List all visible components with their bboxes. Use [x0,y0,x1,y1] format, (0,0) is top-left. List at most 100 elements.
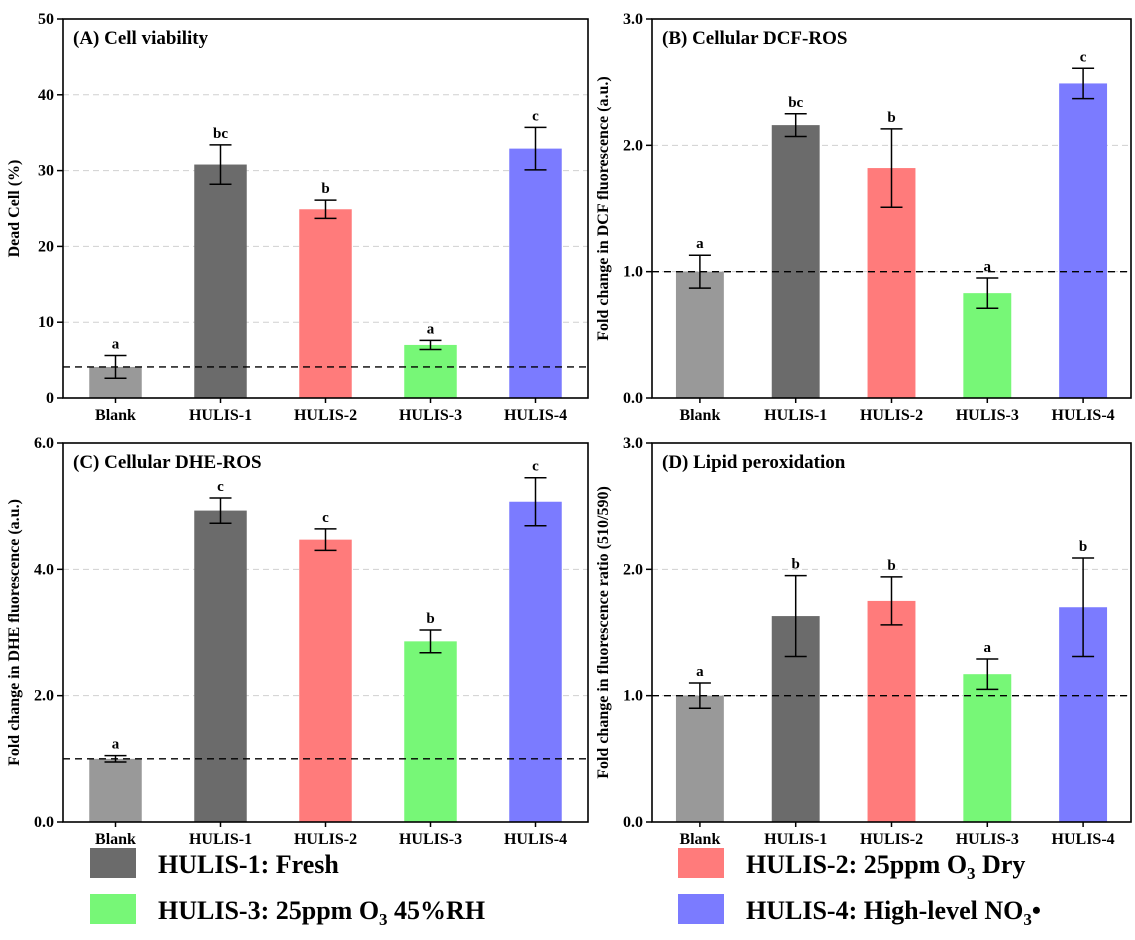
plot-frame [62,442,589,823]
x-tick-label: HULIS-2 [860,831,923,848]
legend-swatch [90,894,136,924]
y-tick-label: 0 [46,390,54,407]
significance-label: b [321,181,329,197]
x-tick-label: Blank [95,831,136,848]
bar-blank [675,695,724,822]
legend-label: HULIS-4: High-level NO3• [746,896,1041,929]
significance-label: c [532,108,539,124]
bar-hulis-2 [299,539,352,822]
x-tick-label: Blank [679,407,720,424]
panel-title: (D) Lipid peroxidation [662,452,846,473]
plot-frame [651,18,1132,399]
significance-label: b [887,110,895,126]
bar-hulis-3 [963,293,1012,398]
legend-label: HULIS-3: 25ppm O3 45%RH [158,896,485,929]
legend-swatch [90,848,136,878]
y-tick-label: 2.0 [623,561,643,578]
x-tick-label: HULIS-3 [399,407,462,424]
x-tick-label: HULIS-2 [294,831,357,848]
y-axis-label: Dead Cell (%) [6,160,23,258]
x-tick-label: HULIS-4 [1052,831,1115,848]
significance-label: bc [788,95,803,111]
x-tick-label: HULIS-3 [956,831,1019,848]
panel-title: (C) Cellular DHE-ROS [73,452,262,473]
x-tick-label: HULIS-2 [860,407,923,424]
bar-hulis-2 [867,600,916,822]
y-axis-label: Fold change in fluorescence ratio (510/5… [595,486,612,779]
x-tick-label: HULIS-4 [504,831,567,848]
bar-hulis-1 [194,510,247,822]
y-tick-label: 50 [38,11,54,28]
significance-label: c [1080,49,1087,65]
bar-blank [675,271,724,398]
y-tick-label: 2.0 [34,688,54,705]
significance-label: a [112,337,120,353]
bar-hulis-1 [194,164,247,398]
legend-item: HULIS-3: 25ppm O3 45%RH [90,894,485,929]
y-tick-label: 4.0 [34,561,54,578]
significance-label: a [984,640,992,656]
bar-hulis-3 [404,344,457,398]
panel-d: a Blank b HULIS-1 b HULIS-2 a HULIS-3 b HULIS-4 0.… [595,435,1132,848]
x-tick-label: HULIS-4 [504,407,567,424]
x-tick-label: HULIS-1 [764,407,827,424]
significance-label: c [532,459,539,475]
x-tick-label: HULIS-4 [1052,407,1115,424]
legend-label: HULIS-2: 25ppm O3 Dry [746,850,1025,883]
legend-swatch [678,894,724,924]
plot-frame [651,442,1132,823]
panel-a: a Blank bc HULIS-1 b HULIS-2 a HULIS-3 c HULIS-4 0… [6,11,589,424]
y-tick-label: 3.0 [623,435,643,452]
legend-label: HULIS-1: Fresh [158,850,339,879]
significance-label: c [322,510,329,526]
y-axis-label: Fold change in DCF fluorescence (a.u.) [595,76,612,340]
x-tick-label: Blank [679,831,720,848]
bar-hulis-3 [963,674,1012,822]
legend-item: HULIS-1: Fresh [90,848,339,879]
bar-hulis-4 [509,148,562,398]
y-tick-label: 0.0 [623,814,643,831]
x-tick-label: HULIS-3 [399,831,462,848]
y-tick-label: 2.0 [623,137,643,154]
legend: HULIS-1: Fresh HULIS-2: 25ppm O3 Dry HULIS… [90,848,1041,929]
bar-hulis-2 [299,209,352,398]
x-tick-label: HULIS-1 [189,407,252,424]
x-tick-label: HULIS-2 [294,407,357,424]
legend-item: HULIS-2: 25ppm O3 Dry [678,848,1025,883]
y-tick-label: 20 [38,238,54,255]
y-tick-label: 6.0 [34,435,54,452]
x-tick-label: HULIS-3 [956,407,1019,424]
y-tick-label: 3.0 [623,11,643,28]
panel-b: a Blank bc HULIS-1 b HULIS-2 a HULIS-3 c HULIS-4 0… [595,11,1132,424]
legend-item: HULIS-4: High-level NO3• [678,894,1041,929]
bar-hulis-4 [509,501,562,822]
plot-frame [62,18,589,399]
significance-label: a [696,664,704,680]
significance-label: b [1079,539,1087,555]
significance-label: b [792,557,800,573]
y-tick-label: 10 [38,314,54,331]
y-tick-label: 30 [38,163,54,180]
significance-label: a [427,321,435,337]
significance-label: b [887,558,895,574]
y-axis-label: Fold change in DHE fluorescence (a.u.) [6,499,23,766]
panel-title: (B) Cellular DCF-ROS [662,28,847,49]
y-tick-label: 40 [38,87,54,104]
y-tick-label: 0.0 [34,814,54,831]
y-tick-label: 1.0 [623,264,643,281]
significance-label: a [112,737,120,753]
legend-swatch [678,848,724,878]
bar-blank [89,758,142,822]
x-tick-label: HULIS-1 [764,831,827,848]
significance-label: a [696,236,704,252]
significance-label: a [984,259,992,275]
y-tick-label: 1.0 [623,688,643,705]
panel-c: a Blank c HULIS-1 c HULIS-2 b HULIS-3 c HULIS-4 0.… [6,435,589,848]
significance-label: bc [213,126,228,142]
y-tick-label: 0.0 [623,390,643,407]
bar-hulis-3 [404,641,457,822]
x-tick-label: HULIS-1 [189,831,252,848]
significance-label: b [426,611,434,627]
x-tick-label: Blank [95,407,136,424]
